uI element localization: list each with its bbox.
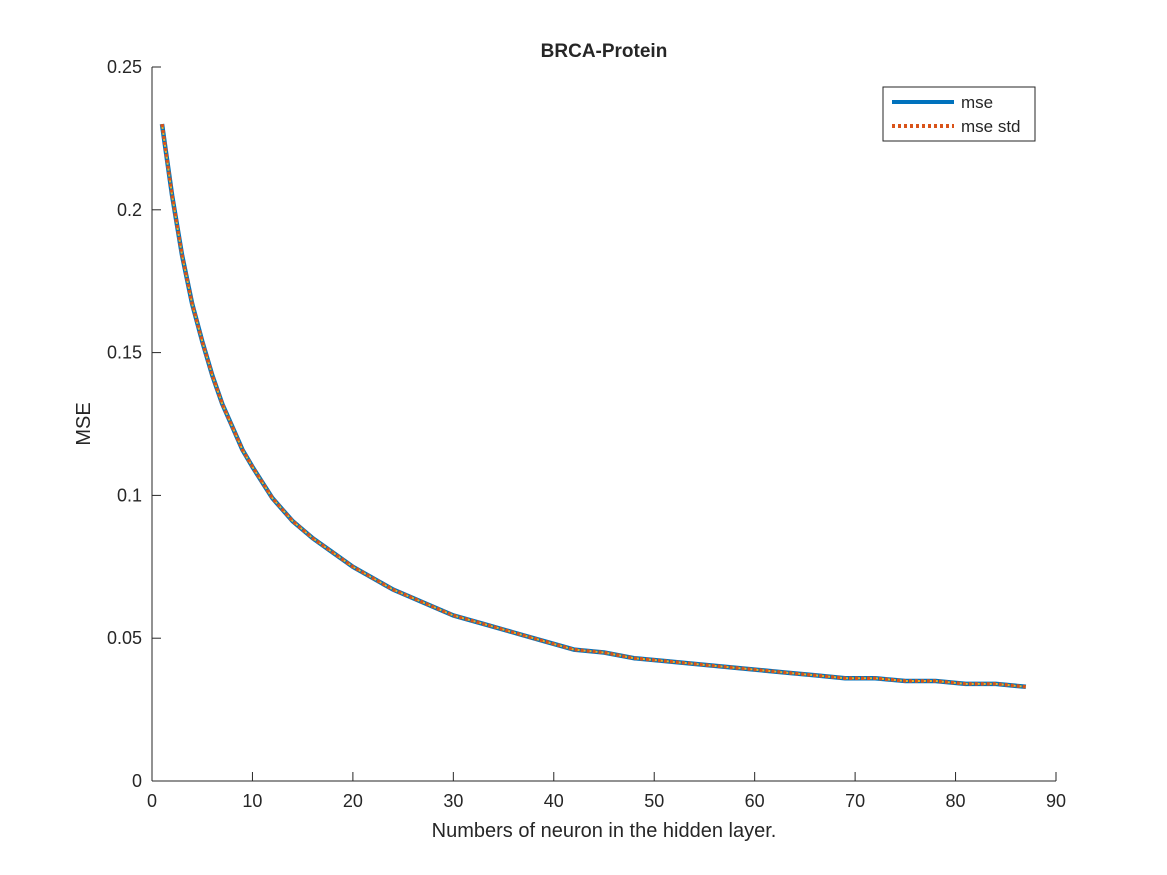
y-tick-label: 0.2	[117, 200, 142, 220]
legend-label-mse-std: mse std	[961, 117, 1021, 136]
legend: mse mse std	[882, 86, 1036, 142]
y-ticks: 0 0.05 0.1 0.15 0.2 0.25	[107, 57, 161, 791]
y-tick-label: 0.05	[107, 628, 142, 648]
legend-label-mse: mse	[961, 93, 993, 112]
x-tick-label: 70	[845, 791, 865, 811]
x-tick-label: 10	[242, 791, 262, 811]
x-tick-label: 80	[946, 791, 966, 811]
y-tick-label: 0	[132, 771, 142, 791]
x-tick-label: 30	[443, 791, 463, 811]
chart-title: BRCA-Protein	[541, 41, 668, 62]
x-tick-label: 20	[343, 791, 363, 811]
x-tick-label: 90	[1046, 791, 1066, 811]
series-line-overlay	[161, 123, 1026, 688]
x-tick-label: 40	[544, 791, 564, 811]
y-tick-label: 0.25	[107, 57, 142, 77]
x-ticks: 0 10 20 30 40 50 60 70 80 90	[147, 772, 1066, 811]
x-tick-label: 0	[147, 791, 157, 811]
x-axis-label: Numbers of neuron in the hidden layer.	[432, 820, 777, 842]
series-line-mse-std	[160, 123, 1027, 689]
x-tick-label: 50	[644, 791, 664, 811]
x-tick-label: 60	[745, 791, 765, 811]
legend-box	[882, 86, 1036, 142]
y-tick-label: 0.1	[117, 485, 142, 505]
y-axis-label: MSE	[73, 402, 95, 445]
y-tick-label: 0.15	[107, 343, 142, 363]
series-layer	[159, 123, 1027, 690]
